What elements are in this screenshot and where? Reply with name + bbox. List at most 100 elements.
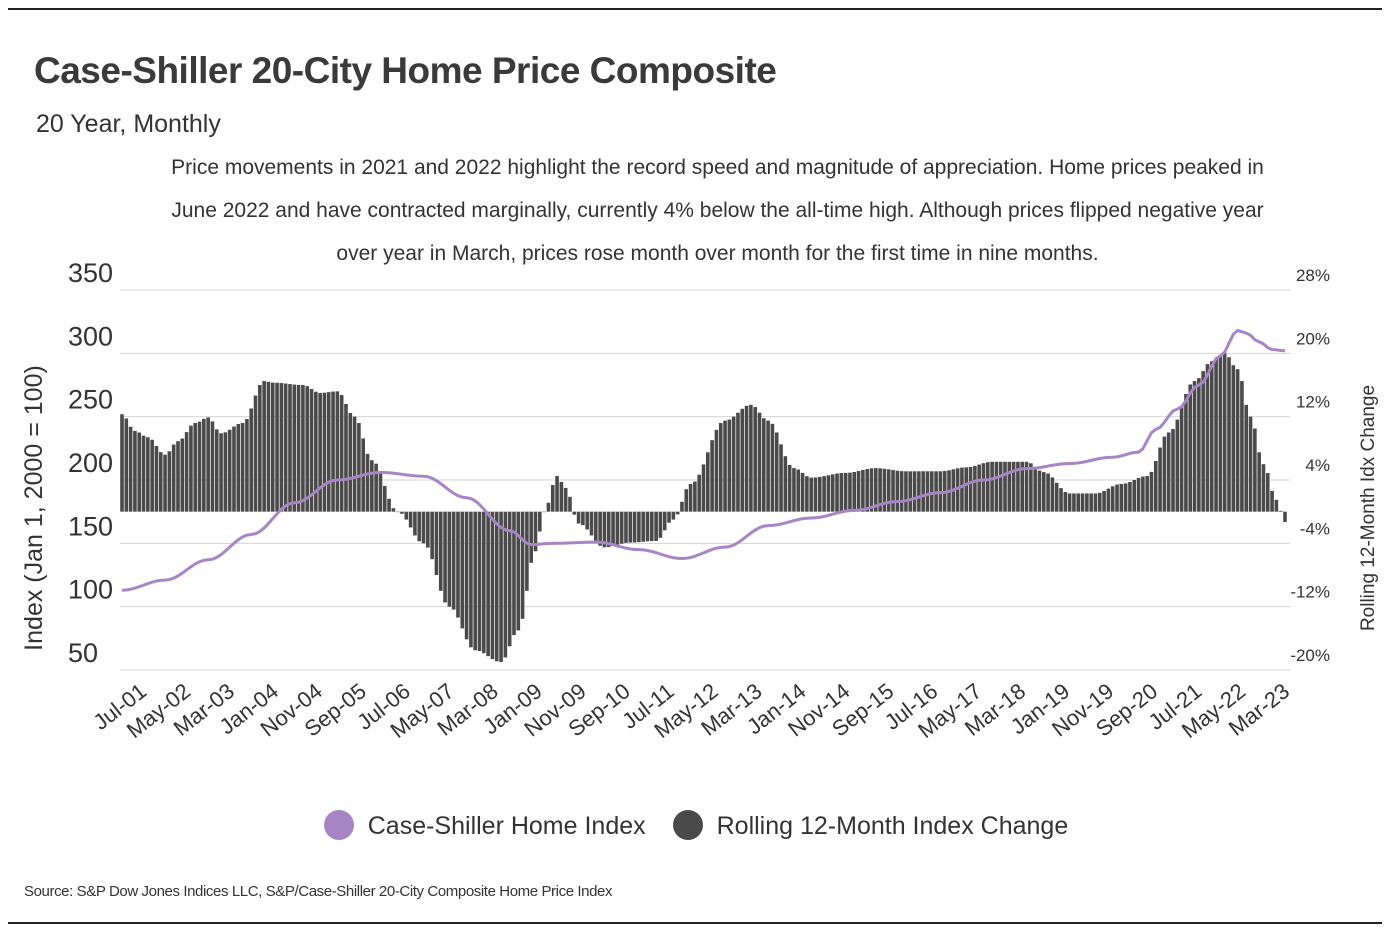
change-bar (171, 444, 176, 512)
change-bar (973, 465, 977, 512)
change-bar (240, 423, 245, 512)
change-bar (706, 452, 710, 512)
change-bar (891, 470, 895, 512)
change-bar (1059, 488, 1063, 512)
change-bar (981, 463, 986, 512)
change-bar (1050, 477, 1055, 512)
change-bar (576, 511, 581, 524)
change-bar (503, 511, 508, 658)
change-bar (1063, 492, 1068, 512)
change-bar (873, 468, 878, 512)
change-bar (1192, 381, 1197, 512)
change-bar (490, 511, 495, 660)
change-bar (1020, 461, 1025, 512)
change-bar (1145, 476, 1149, 512)
change-bar (714, 429, 719, 512)
change-bar (680, 501, 684, 512)
change-bar (473, 511, 478, 651)
change-bar (318, 392, 322, 512)
change-bar (344, 404, 348, 512)
change-bar (594, 511, 598, 542)
change-bar (232, 426, 236, 512)
change-bar (417, 511, 422, 542)
change-bar (1029, 463, 1033, 512)
change-bar (710, 440, 714, 512)
change-bar (899, 471, 904, 512)
change-bar (1089, 493, 1093, 512)
change-bar (249, 408, 254, 512)
change-bar (693, 481, 697, 512)
left-tick-label: 150 (68, 511, 113, 541)
change-bar (1123, 483, 1128, 512)
change-bar (219, 433, 223, 512)
change-bar (908, 471, 913, 512)
change-bar (766, 420, 770, 512)
legend-item-change: Rolling 12-Month Index Change (672, 809, 1068, 842)
change-bar (852, 471, 857, 512)
change-bar (783, 456, 788, 512)
change-bar (520, 511, 525, 619)
index-line (121, 329, 1286, 592)
change-bar (180, 438, 185, 512)
change-bar (270, 382, 275, 512)
change-bar (275, 382, 279, 512)
change-bar (150, 439, 154, 512)
change-bar (1205, 364, 1210, 512)
change-bar (835, 473, 839, 512)
change-bar (757, 412, 762, 512)
change-bar (740, 408, 745, 512)
change-bar (968, 466, 973, 512)
change-bars (120, 353, 1287, 663)
change-bar (1274, 499, 1279, 512)
change-bar (602, 511, 607, 548)
change-bar (684, 489, 689, 512)
change-bar (400, 511, 404, 514)
left-tick-label: 50 (68, 638, 98, 668)
change-bar (723, 420, 727, 512)
left-axis-ticks: 350 300 250 200 150 100 50 (68, 258, 113, 668)
change-bar (658, 511, 663, 538)
change-bar (382, 485, 387, 512)
change-bar (141, 435, 146, 512)
change-bar (163, 454, 167, 512)
change-bar (214, 429, 219, 512)
change-bar (301, 385, 305, 512)
left-tick-label: 250 (68, 385, 113, 415)
change-bar (154, 445, 159, 512)
change-bar (1080, 493, 1085, 512)
change-bar (615, 511, 620, 545)
change-bar (869, 468, 874, 512)
change-bar (1110, 486, 1115, 512)
change-bar (1141, 476, 1145, 512)
change-bar (964, 467, 969, 512)
change-bar (1016, 461, 1020, 512)
change-bar (499, 511, 503, 663)
change-bar (1102, 491, 1106, 512)
change-bar (1106, 488, 1111, 512)
change-bar (727, 419, 732, 512)
change-bar (904, 471, 908, 512)
change-bar (1235, 369, 1240, 512)
change-bar (236, 423, 241, 512)
change-bar (1067, 493, 1072, 512)
change-bar (826, 475, 831, 512)
change-bar (805, 476, 809, 512)
change-bar (292, 384, 297, 512)
change-bar (555, 476, 559, 512)
change-bar (378, 473, 383, 512)
change-bar (1054, 482, 1059, 512)
change-bar (637, 511, 641, 543)
change-bar (895, 470, 900, 512)
change-bar (688, 483, 693, 512)
change-bar (137, 432, 142, 512)
change-bar (1222, 353, 1227, 512)
change-bar (718, 423, 723, 512)
change-bar (120, 414, 124, 512)
change-bar (861, 469, 865, 512)
right-axis-label: Rolling 12-Month Idx Change (1358, 385, 1379, 631)
change-bar (266, 381, 271, 512)
change-bar (516, 511, 521, 631)
change-bar (1197, 378, 1201, 512)
legend-swatch-index (323, 809, 354, 840)
top-rule (8, 8, 1382, 10)
